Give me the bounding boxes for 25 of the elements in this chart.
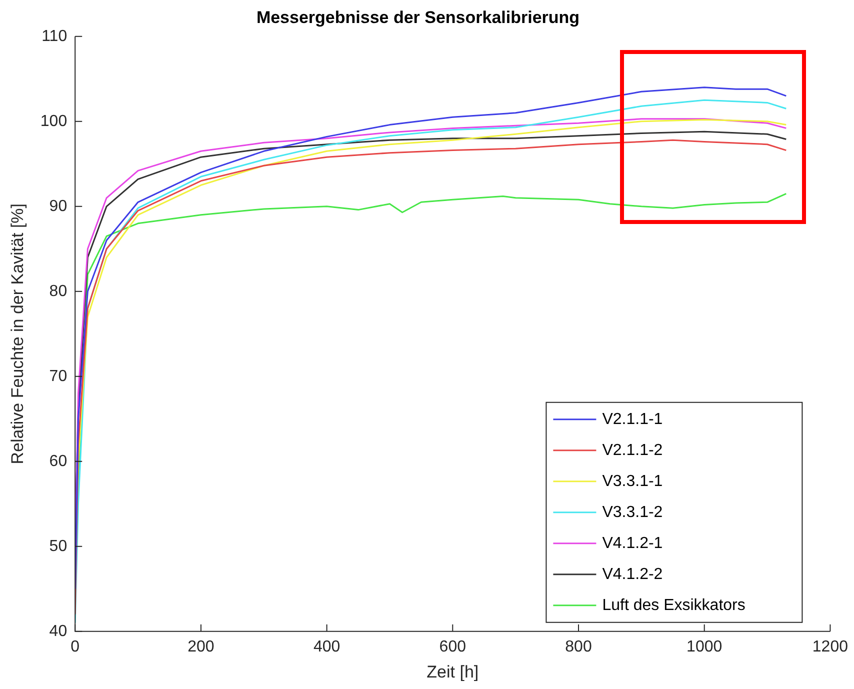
x-tick-label: 0: [70, 638, 80, 656]
legend-label: V2.1.1-2: [602, 442, 663, 459]
y-tick-label: 80: [49, 282, 68, 300]
y-tick-label: 110: [42, 28, 68, 45]
x-tick-label: 1000: [686, 638, 722, 656]
y-tick-label: 90: [49, 198, 68, 215]
legend-label: V4.1.2-1: [602, 534, 663, 552]
x-tick-label: 200: [188, 638, 214, 656]
x-tick-label: 400: [313, 638, 340, 656]
y-tick-label: 40: [49, 622, 68, 640]
legend-label: Luft des Exsikkators: [602, 596, 746, 614]
chart-title: Messergebnisse der Sensorkalibrierung: [256, 8, 580, 27]
x-tick-label: 1200: [812, 638, 848, 656]
x-tick-label: 600: [439, 638, 466, 656]
x-tick-label: 800: [565, 638, 592, 656]
legend-label: V4.1.2-2: [602, 566, 663, 583]
y-tick-label: 60: [49, 452, 68, 470]
y-axis-title: Relative Feuchte in der Kavität [%]: [8, 204, 27, 464]
legend-label: V2.1.1-1: [602, 410, 663, 428]
y-tick-label: 50: [49, 538, 68, 555]
y-tick-label: 100: [40, 112, 68, 130]
legend-label: V3.3.1-1: [602, 472, 663, 490]
y-tick-label: 70: [49, 368, 68, 385]
x-axis-title: Zeit [h]: [426, 662, 479, 682]
legend-label: V3.3.1-2: [602, 504, 663, 521]
